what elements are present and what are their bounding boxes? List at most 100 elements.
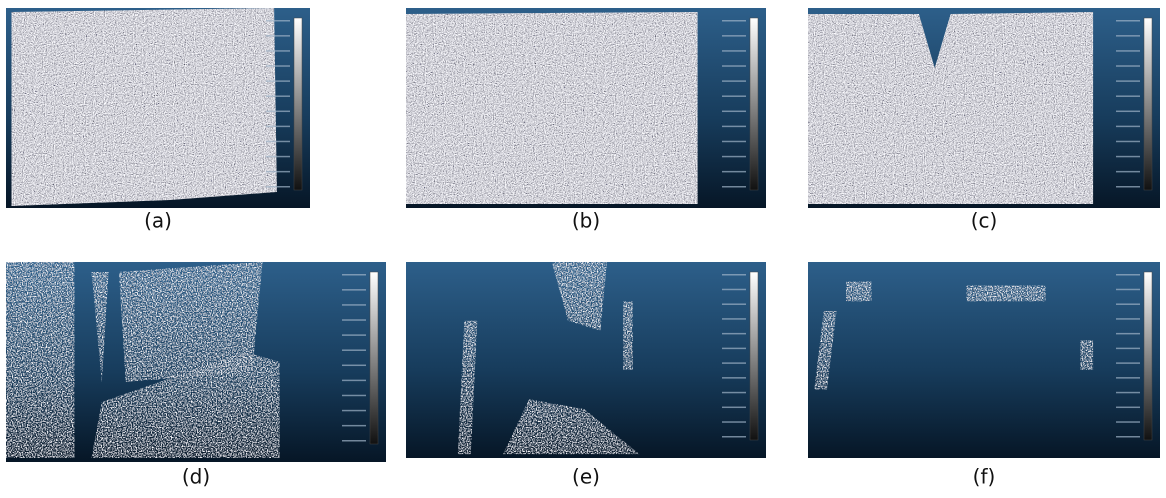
scale-tick <box>266 65 290 67</box>
scale-tick <box>342 380 366 382</box>
scale-tick <box>1116 171 1140 173</box>
scale-tick <box>722 274 746 276</box>
panel: (f) <box>808 262 1160 489</box>
point-cloud <box>12 8 277 206</box>
scale-tick <box>266 156 290 158</box>
scale-tick <box>722 156 746 158</box>
point-cloud <box>846 282 871 302</box>
color-scale <box>1144 272 1152 440</box>
scale-tick <box>722 80 746 82</box>
color-scale <box>750 272 758 440</box>
scale-tick <box>1116 156 1140 158</box>
point-cloud <box>623 301 633 370</box>
scale-tick <box>1116 274 1140 276</box>
scale-tick <box>1116 289 1140 291</box>
scale-tick <box>266 126 290 128</box>
panel: (e) <box>406 262 766 489</box>
scale-tick <box>722 35 746 37</box>
point-cloud <box>406 12 698 204</box>
scale-tick <box>1116 20 1140 22</box>
scale-tick <box>1116 50 1140 52</box>
scale-tick <box>342 395 366 397</box>
scale-tick <box>266 80 290 82</box>
color-scale <box>750 18 758 190</box>
scale-tick <box>722 348 746 350</box>
scale-tick <box>1116 348 1140 350</box>
panel-label: (c) <box>971 209 998 233</box>
scale-tick <box>722 289 746 291</box>
panel: (a) <box>6 8 310 233</box>
scale-tick <box>722 421 746 423</box>
panel: (d) <box>6 262 386 489</box>
scale-tick <box>722 333 746 335</box>
scale-tick <box>266 186 290 188</box>
page: (a)(b)(c)(d)(e)(f) (() => { const data =… <box>0 0 1166 498</box>
panel-label: (e) <box>572 465 600 489</box>
panel-label: (a) <box>144 209 172 233</box>
scale-tick <box>722 141 746 143</box>
scale-tick <box>342 274 366 276</box>
scale-tick <box>1116 362 1140 364</box>
panel-label: (b) <box>572 209 600 233</box>
scale-tick <box>1116 392 1140 394</box>
scale-tick <box>342 425 366 427</box>
scale-tick <box>722 50 746 52</box>
scale-tick <box>1116 80 1140 82</box>
scale-tick <box>1116 407 1140 409</box>
figure: (a) (b) (c) (d) (e) (f) <box>0 0 1166 498</box>
scale-tick <box>266 95 290 97</box>
scale-tick <box>722 111 746 113</box>
panel-label: (f) <box>973 465 996 489</box>
scale-tick <box>1116 436 1140 438</box>
panel: (b) <box>406 8 766 233</box>
scale-tick <box>1116 186 1140 188</box>
scale-tick <box>722 95 746 97</box>
panel-label: (d) <box>182 465 210 489</box>
scale-tick <box>722 377 746 379</box>
color-scale <box>294 18 302 190</box>
scale-tick <box>722 186 746 188</box>
scale-tick <box>722 126 746 128</box>
scale-tick <box>1116 65 1140 67</box>
point-cloud <box>966 286 1045 302</box>
scale-tick <box>1116 333 1140 335</box>
scale-tick <box>342 440 366 442</box>
scale-tick <box>1116 141 1140 143</box>
scale-tick <box>266 171 290 173</box>
scale-tick <box>722 303 746 305</box>
scale-tick <box>266 35 290 37</box>
scale-tick <box>722 436 746 438</box>
point-cloud <box>808 12 1093 204</box>
color-scale <box>370 272 378 444</box>
scale-tick <box>266 141 290 143</box>
scale-tick <box>1116 303 1140 305</box>
scale-tick <box>722 392 746 394</box>
scale-tick <box>266 111 290 113</box>
scale-tick <box>722 318 746 320</box>
scale-tick <box>722 362 746 364</box>
scale-tick <box>342 365 366 367</box>
scale-tick <box>342 319 366 321</box>
scale-tick <box>342 304 366 306</box>
scale-tick <box>342 410 366 412</box>
scale-tick <box>722 407 746 409</box>
scale-tick <box>722 20 746 22</box>
point-cloud <box>6 262 74 458</box>
color-scale <box>1144 18 1152 190</box>
scale-tick <box>342 289 366 291</box>
scale-tick <box>1116 318 1140 320</box>
point-cloud <box>1080 340 1093 369</box>
panel: (c) <box>808 8 1160 233</box>
scale-tick <box>1116 111 1140 113</box>
scale-tick <box>1116 126 1140 128</box>
scale-tick <box>342 334 366 336</box>
scale-tick <box>1116 95 1140 97</box>
scale-tick <box>342 349 366 351</box>
scale-tick <box>1116 377 1140 379</box>
scale-tick <box>1116 35 1140 37</box>
scale-tick <box>266 20 290 22</box>
scale-tick <box>722 65 746 67</box>
scale-tick <box>722 171 746 173</box>
scale-tick <box>1116 421 1140 423</box>
scale-tick <box>266 50 290 52</box>
